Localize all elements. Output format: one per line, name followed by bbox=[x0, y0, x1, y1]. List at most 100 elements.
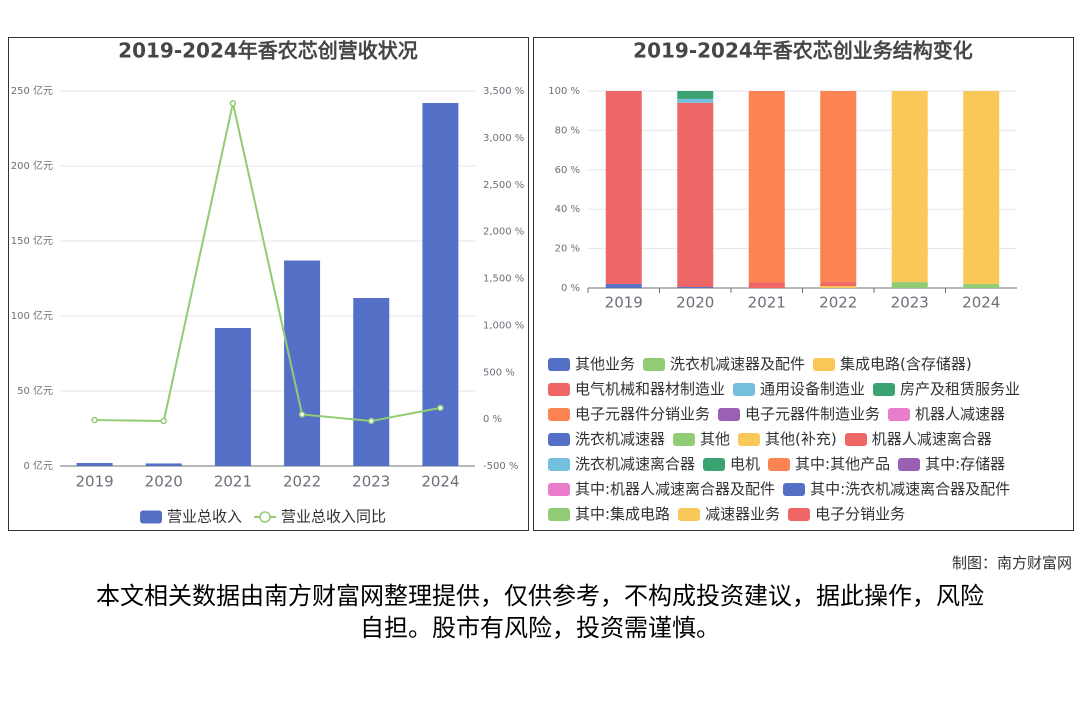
legend-item: 机器人减速离合器 bbox=[844, 427, 992, 452]
legend-label: 其中:集成电路 bbox=[575, 505, 671, 523]
y-tick-label: 100 亿元 bbox=[11, 309, 53, 322]
legend-label: 其他业务 bbox=[575, 355, 636, 373]
legend-item: 电子分销业务 bbox=[788, 502, 905, 527]
legend-swatch bbox=[813, 358, 836, 371]
bar-segment bbox=[605, 91, 642, 285]
bar-segment bbox=[748, 91, 785, 283]
legend-swatch bbox=[643, 358, 666, 371]
legend-label: 房产及租赁服务业 bbox=[900, 380, 1021, 398]
legend-label: 营业总收入 bbox=[167, 508, 242, 526]
x-tick-label: 2024 bbox=[962, 294, 1000, 312]
disclaimer: 本文相关数据由南方财富网整理提供，仅供参考，不构成投资建议，据此操作，风险自担。… bbox=[96, 582, 984, 642]
legend-swatch bbox=[873, 383, 896, 396]
bar-segment bbox=[820, 282, 857, 287]
legend-item: 其他业务 bbox=[548, 352, 635, 377]
y-tick-label: 0 % bbox=[561, 283, 580, 294]
legend-item: 房产及租赁服务业 bbox=[873, 377, 1020, 402]
legend-swatch bbox=[844, 433, 867, 446]
legend-item: 减速器业务 bbox=[678, 502, 780, 527]
legend-item: 其中:其他产品 bbox=[768, 452, 890, 477]
bar-segment bbox=[963, 284, 1000, 288]
legend: 其他业务 洗衣机减速器及配件 集成电路(含存储器) 电气机械和器材制造业 通用设备制造业… bbox=[548, 352, 1068, 527]
legend-label: 其中:洗衣机减速离合器及配件 bbox=[810, 480, 1011, 498]
y-tick-label: 0 亿元 bbox=[23, 459, 53, 472]
line bbox=[94, 102, 441, 423]
legend-label: 洗衣机减速离合器 bbox=[575, 455, 696, 473]
legend-swatch bbox=[548, 433, 570, 446]
legend-label: 电机 bbox=[730, 455, 761, 473]
legend-label: 电子分销业务 bbox=[815, 505, 906, 523]
legend-label: 其他 bbox=[700, 430, 731, 448]
legend-item: 通用设备制造业 bbox=[733, 377, 865, 402]
bar-segment bbox=[677, 102, 714, 288]
legend-label: 洗衣机减速器 bbox=[575, 430, 666, 448]
x-tick-label: 2020 bbox=[676, 294, 714, 312]
y2-tick-label: 1,500 % bbox=[483, 274, 524, 285]
legend-label: 电子元器件分销业务 bbox=[575, 405, 711, 423]
legend-swatch bbox=[768, 458, 791, 471]
legend-swatch bbox=[898, 458, 921, 471]
chart-title: 2019-2024年香农芯创营收状况 bbox=[118, 39, 418, 63]
y-tick-label: 200 亿元 bbox=[11, 159, 53, 172]
bar-segment bbox=[820, 91, 857, 283]
bar-segment bbox=[605, 284, 642, 288]
y2-tick-label: -500 % bbox=[483, 461, 518, 472]
legend-item: 其中:存储器 bbox=[898, 452, 1005, 477]
bar bbox=[422, 103, 459, 466]
bar-segment bbox=[963, 91, 1000, 285]
legend-item: 电子元器件分销业务 bbox=[548, 402, 710, 427]
legend-label: 通用设备制造业 bbox=[760, 380, 866, 398]
y2-tick-label: 2,500 % bbox=[483, 180, 524, 191]
bar bbox=[76, 463, 113, 466]
legend-label: 其他(补充) bbox=[765, 430, 837, 448]
legend-swatch bbox=[548, 383, 570, 396]
y-tick-label: 150 亿元 bbox=[11, 234, 53, 247]
y2-tick-label: 3,000 % bbox=[483, 133, 524, 144]
y-tick-label: 40 % bbox=[555, 204, 580, 215]
legend-label: 营业总收入同比 bbox=[281, 508, 386, 526]
legend-item: 电气机械和器材制造业 bbox=[548, 377, 725, 402]
x-tick-label: 2021 bbox=[214, 473, 252, 491]
legend-item: 洗衣机减速离合器 bbox=[548, 452, 695, 477]
y-tick-label: 60 % bbox=[555, 165, 580, 176]
bar-segment bbox=[677, 98, 714, 103]
legend-swatch bbox=[703, 458, 726, 471]
y2-tick-label: 3,500 % bbox=[483, 86, 524, 97]
x-tick-label: 2022 bbox=[283, 473, 321, 491]
legend-swatch bbox=[733, 383, 756, 396]
legend-swatch bbox=[548, 483, 570, 496]
legend-swatch bbox=[259, 511, 271, 523]
bar-segment bbox=[820, 286, 857, 288]
legend-swatch bbox=[548, 508, 570, 521]
legend-swatch bbox=[140, 510, 162, 524]
legend-label: 电气机械和器材制造业 bbox=[575, 380, 726, 398]
legend-swatch bbox=[548, 358, 570, 371]
bar-segment bbox=[891, 282, 928, 288]
x-tick-label: 2024 bbox=[421, 473, 459, 491]
bar-segment bbox=[748, 282, 785, 288]
legend-item: 其他(补充) bbox=[738, 427, 837, 452]
y-tick-label: 250 亿元 bbox=[11, 84, 53, 97]
legend-swatch bbox=[678, 508, 701, 521]
legend-item: 其中:机器人减速离合器及配件 bbox=[548, 477, 775, 502]
point bbox=[160, 417, 167, 425]
legend-swatch bbox=[888, 408, 911, 421]
y-tick-label: 80 % bbox=[555, 125, 580, 136]
point bbox=[91, 416, 98, 424]
legend-item: 其中:洗衣机减速离合器及配件 bbox=[783, 477, 1010, 502]
bar bbox=[353, 298, 390, 466]
legend-label: 机器人减速离合器 bbox=[871, 430, 992, 448]
y2-tick-label: 0 % bbox=[483, 414, 502, 425]
legend-item: 集成电路(含存储器) bbox=[813, 352, 972, 377]
legend-label: 洗衣机减速器及配件 bbox=[670, 355, 806, 373]
legend-item: 电子元器件制造业务 bbox=[718, 402, 880, 427]
frame bbox=[8, 37, 529, 531]
legend-label: 其中:其他产品 bbox=[795, 455, 891, 473]
legend-swatch bbox=[783, 483, 806, 496]
legend-item: 电机 bbox=[703, 452, 760, 477]
point bbox=[368, 417, 375, 425]
y2-tick-label: 1,000 % bbox=[483, 320, 524, 331]
bar-segment bbox=[891, 91, 928, 283]
